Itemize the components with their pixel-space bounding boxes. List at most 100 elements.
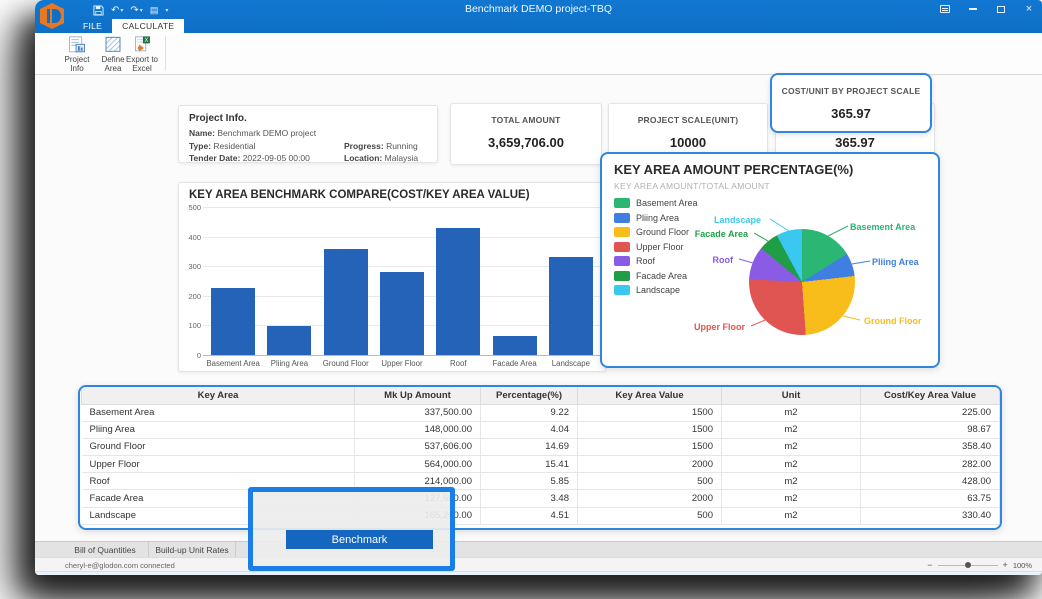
tab-calculate[interactable]: CALCULATE xyxy=(112,19,185,33)
x-category-label: Upper Floor xyxy=(381,359,423,368)
project-type-progress: Type: Residential Progress: Running xyxy=(189,140,418,151)
app-logo-icon xyxy=(40,3,64,29)
table-cell: 225.00 xyxy=(860,404,1000,422)
window-layout-icon[interactable]: ▤ xyxy=(149,4,159,15)
tab-file[interactable]: FILE xyxy=(83,21,103,31)
legend-swatch xyxy=(614,256,630,267)
minimize-button[interactable] xyxy=(966,3,980,15)
table-cell: m2 xyxy=(721,472,861,491)
table-row[interactable]: Pliing Area 148,000.00 4.04 1500 m2 98.67 xyxy=(81,421,1000,439)
gridline xyxy=(203,266,601,268)
qat-customize-button[interactable]: ▾ xyxy=(165,7,169,14)
bar-pliing-area xyxy=(267,325,312,355)
bar-ground-floor xyxy=(323,248,368,355)
y-tick-label: 100 xyxy=(188,321,201,331)
legend-label: Basement Area xyxy=(636,198,698,209)
cost-unit-callout: COST/UNIT BY PROJECT SCALE 365.97 xyxy=(770,73,932,133)
stat-value: 3,659,706.00 xyxy=(488,135,564,150)
pie-slice-label: Landscape xyxy=(713,215,761,225)
legend-label: Facade Area xyxy=(636,270,688,281)
pie-legend: Basement Area Pliing Area Ground Floor Uppe… xyxy=(614,196,698,298)
bar-upper-floor xyxy=(380,271,424,355)
bar-chart-plot xyxy=(203,207,601,356)
column-header[interactable]: Mk Up Amount xyxy=(354,387,481,405)
define-area-button[interactable]: Define Area xyxy=(95,35,131,73)
legend-label: Upper Floor xyxy=(636,241,684,252)
table-cell: m2 xyxy=(721,507,861,525)
table-cell: 14.69 xyxy=(480,438,578,457)
table-cell: 564,000.00 xyxy=(354,455,481,474)
quick-access-toolbar: ↶ ▾ ↷ ▾ ▤ ▾ xyxy=(93,2,168,18)
save-icon[interactable] xyxy=(93,4,104,16)
column-header[interactable]: Key Area xyxy=(81,387,355,405)
pie-slice-label: Facade Area xyxy=(694,229,748,239)
legend-label: Roof xyxy=(636,256,656,267)
undo-button[interactable]: ↶ ▾ xyxy=(111,4,124,16)
zoom-slider-knob[interactable] xyxy=(964,562,971,568)
x-category-label: Landscape xyxy=(551,359,590,368)
table-cell: 15.41 xyxy=(480,455,578,474)
project-info-button[interactable]: Project Info xyxy=(59,35,95,73)
table-cell: 3.48 xyxy=(480,489,578,508)
status-bar: cheryl-e@glodon.com connected − + 100% xyxy=(35,557,1042,571)
project-tender-location: Tender Date: 2022-09-05 00:00 Location: … xyxy=(189,153,419,163)
bottom-strip xyxy=(35,571,1042,575)
y-tick-label: 400 xyxy=(188,232,201,242)
app-window: ↶ ▾ ↷ ▾ ▤ ▾ Benchmark DEMO project-TBQ × F… xyxy=(35,0,1042,575)
legend-label: Ground Floor xyxy=(636,227,690,238)
bottom-tab-build-up-unit-rates[interactable]: Build-up Unit Rates xyxy=(149,542,236,557)
legend-swatch xyxy=(614,227,630,238)
legend-item: Roof xyxy=(614,254,698,269)
close-button[interactable]: × xyxy=(1025,3,1033,15)
y-tick-label: 500 xyxy=(188,203,201,212)
project-name: Name: Benchmark DEMO project xyxy=(189,128,317,138)
zoom-level: 100% xyxy=(1012,560,1032,570)
zoom-in-button[interactable]: + xyxy=(1002,560,1008,570)
column-header[interactable]: Key Area Value xyxy=(577,387,722,405)
define-area-label: Define Area xyxy=(101,54,125,73)
table-cell: 98.67 xyxy=(860,421,1000,439)
zoom-out-button[interactable]: − xyxy=(927,560,933,570)
legend-swatch xyxy=(614,198,630,209)
bar-basement-area xyxy=(211,288,256,355)
svg-text:X: X xyxy=(144,38,148,44)
table-cell: 1500 xyxy=(577,404,722,422)
table-cell: m2 xyxy=(721,438,861,457)
redo-button[interactable]: ↷ ▾ xyxy=(130,4,143,16)
column-header[interactable]: Cost/Key Area Value xyxy=(860,387,1000,405)
table-row[interactable]: Upper Floor 564,000.00 15.41 2000 m2 282.00 xyxy=(81,455,1000,474)
column-header[interactable]: Percentage(%) xyxy=(480,387,578,405)
column-header[interactable]: Unit xyxy=(721,387,861,405)
table-cell: 148,000.00 xyxy=(354,421,481,439)
table-row[interactable]: Roof 214,000.00 5.85 500 m2 428.00 xyxy=(81,472,1000,491)
legend-item: Ground Floor xyxy=(614,225,698,240)
table-row[interactable]: Ground Floor 537,606.00 14.69 1500 m2 358.40 xyxy=(81,438,1000,457)
x-category-label: Roof xyxy=(450,359,467,368)
pie-slice-label: Basement Area xyxy=(850,222,916,232)
zoom-slider[interactable] xyxy=(937,562,998,568)
table-cell: 4.51 xyxy=(480,507,578,525)
bottom-tab-bill-of-quantities[interactable]: Bill of Quantities xyxy=(62,542,149,557)
table-cell: 9.22 xyxy=(480,404,578,422)
ribbon-tabs: FILE CALCULATE xyxy=(73,19,185,33)
table-row[interactable]: Basement Area 337,500.00 9.22 1500 m2 225.00 xyxy=(81,404,1000,422)
bar-chart-card: KEY AREA BENCHMARK COMPARE(COST/KEY AREA… xyxy=(178,182,606,372)
y-tick-label: 200 xyxy=(188,291,201,301)
bar-chart-title: KEY AREA BENCHMARK COMPARE(COST/KEY AREA… xyxy=(189,189,530,201)
table-cell: Roof xyxy=(81,472,355,491)
table-cell: 358.40 xyxy=(860,438,1000,457)
table-cell: 63.75 xyxy=(860,489,1000,508)
feedback-panel-icon[interactable] xyxy=(938,3,952,15)
window-title: Benchmark DEMO project-TBQ xyxy=(464,3,613,15)
restore-button[interactable] xyxy=(994,3,1008,15)
table-cell: Pliing Area xyxy=(81,421,355,439)
table-cell: 1500 xyxy=(577,421,722,439)
benchmark-tab-button[interactable]: Benchmark xyxy=(286,530,433,549)
y-tick-label: 300 xyxy=(188,262,201,272)
callout-value: 365.97 xyxy=(831,106,871,121)
export-excel-button[interactable]: X Export to Excel xyxy=(121,35,163,73)
legend-item: Upper Floor xyxy=(614,240,698,255)
benchmark-table: Key Area Mk Up Amount Percentage(%) Key Are… xyxy=(81,387,1000,525)
